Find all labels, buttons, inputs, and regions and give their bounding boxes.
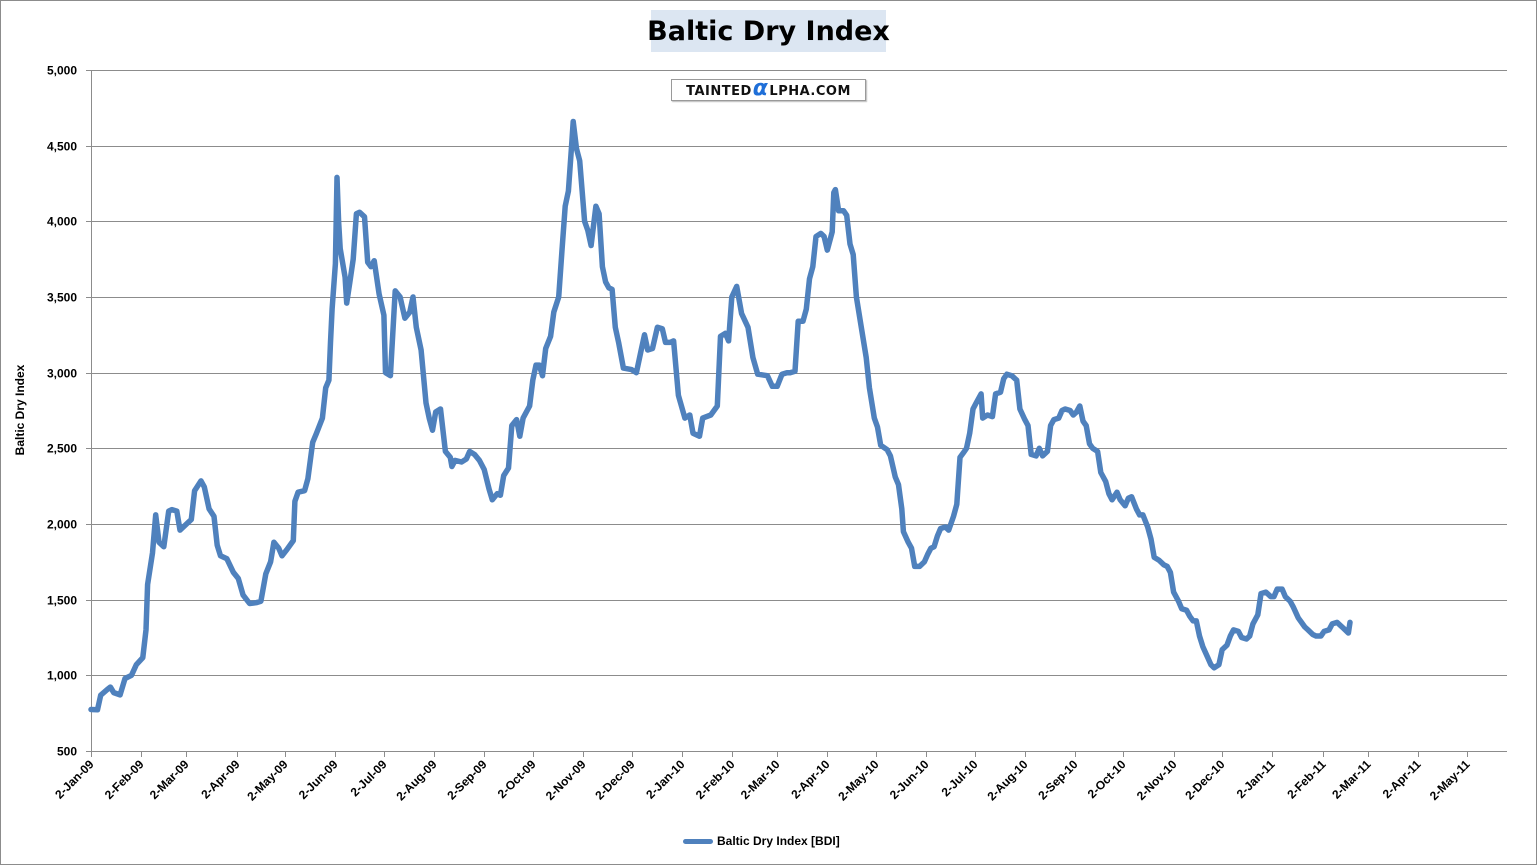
- y-tick-label: 4,500: [47, 140, 77, 154]
- y-tick-label: 500: [57, 745, 77, 759]
- x-tick-label: 2-Aug-09: [393, 757, 439, 803]
- x-tick-label: 2-Mar-09: [147, 757, 192, 802]
- y-tick-label: 3,000: [47, 367, 77, 381]
- x-tick-label: 2-Nov-09: [543, 757, 589, 803]
- x-tick-label: 2-Jul-10: [939, 757, 981, 799]
- legend-swatch: [683, 838, 713, 844]
- y-tick-label: 5,000: [47, 64, 77, 78]
- watermark-logo: TAINTEDαLPHA.COM: [671, 76, 866, 101]
- x-tick-label: 2-Aug-10: [984, 757, 1030, 803]
- x-tick-label: 2-May-10: [835, 757, 881, 803]
- x-tick-label: 2-Feb-10: [693, 757, 738, 802]
- x-tick-label: 2-Jan-11: [1234, 757, 1278, 801]
- x-tick-label: 2-Jan-10: [643, 757, 688, 802]
- y-tick-label: 1,500: [47, 594, 77, 608]
- series-line-bdi: [88, 118, 1353, 713]
- y-tick-label: 3,500: [47, 291, 77, 305]
- watermark-text: TAINTEDαLPHA.COM: [686, 76, 851, 101]
- x-tick-label: 2-Jun-09: [296, 757, 341, 802]
- x-tick-label: 2-Jan-09: [52, 757, 97, 802]
- y-tick-label: 1,000: [47, 669, 77, 683]
- legend-label: Baltic Dry Index [BDI]: [717, 834, 840, 848]
- y-tick-label: 2,000: [47, 518, 77, 532]
- y-tick-label: 2,500: [47, 442, 77, 456]
- legend: Baltic Dry Index [BDI]: [683, 834, 840, 848]
- x-tick-label: 2-Oct-09: [495, 757, 539, 801]
- x-tick-label: 2-Nov-10: [1134, 757, 1180, 803]
- x-tick-label: 2-Mar-10: [738, 757, 783, 802]
- x-tick-label: 2-Jul-09: [348, 757, 390, 799]
- x-tick-label: 2-Sep-09: [444, 757, 490, 803]
- x-tick-label: 2-Apr-10: [788, 757, 833, 802]
- x-tick-label: 2-Feb-11: [1284, 757, 1329, 802]
- x-tick-label: 2-Oct-10: [1085, 757, 1129, 801]
- y-axis-label: Baltic Dry Index: [13, 364, 27, 456]
- chart-title-box: Baltic Dry Index: [647, 10, 890, 52]
- y-tick-label: 4,000: [47, 215, 77, 229]
- x-tick-label: 2-Feb-09: [102, 757, 147, 802]
- x-tick-label: 2-Mar-11: [1329, 757, 1374, 802]
- x-tick-label: 2-Jun-10: [887, 757, 932, 802]
- x-tick-label: 2-Dec-10: [1182, 757, 1228, 803]
- x-tick-label: 2-Apr-09: [198, 757, 243, 802]
- x-tick-label: 2-May-11: [1427, 757, 1473, 803]
- x-tick-label: 2-May-09: [244, 757, 290, 803]
- x-tick-label: 2-Dec-09: [592, 757, 638, 803]
- x-tick-label: 2-Apr-11: [1380, 757, 1424, 801]
- chart-title: Baltic Dry Index: [647, 15, 890, 47]
- x-tick-label: 2-Sep-10: [1035, 757, 1081, 803]
